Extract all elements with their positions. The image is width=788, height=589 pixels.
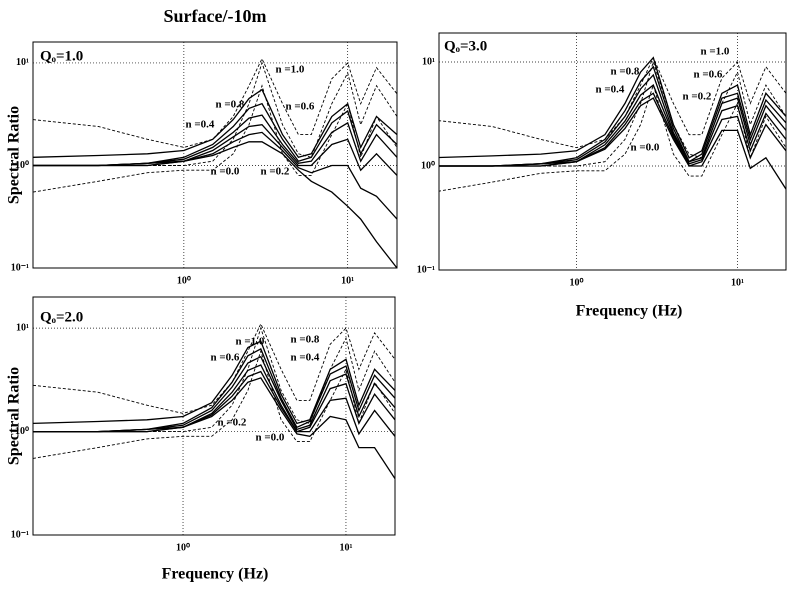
curve-label: n =0.6 <box>694 69 723 81</box>
observed-line <box>33 326 395 433</box>
y-axis-label: Spectral Ratio <box>6 367 23 465</box>
model-line <box>439 84 786 167</box>
model-line <box>33 88 397 159</box>
curve-label: n =1.0 <box>276 64 305 76</box>
model-line <box>439 56 786 159</box>
plot-frame <box>32 296 396 536</box>
x-tick-label: 10¹ <box>339 542 352 553</box>
observed-line <box>33 322 395 414</box>
y-tick-label: 10⁻¹ <box>417 264 435 275</box>
curve-label: n =0.8 <box>216 99 245 111</box>
panel-title: Qₒ=1.0 <box>40 48 83 64</box>
model-line <box>439 92 786 167</box>
curve-label: n =0.6 <box>211 352 240 364</box>
curve-label: n =0.0 <box>211 166 240 178</box>
y-tick-label: 10¹ <box>16 322 29 333</box>
curve-label: n =0.6 <box>286 101 315 113</box>
y-axis-label: Spectral Ratio <box>6 106 23 204</box>
x-tick-label: 10⁰ <box>569 277 583 288</box>
y-tick-label: 10⁰ <box>15 160 29 171</box>
curve-label: n =0.2 <box>261 166 290 178</box>
y-tick-label: 10⁰ <box>15 426 29 437</box>
panel-title: Qₒ=3.0 <box>444 38 487 54</box>
model-line <box>439 97 786 190</box>
x-axis-label: Frequency (Hz) <box>576 303 683 320</box>
model-line <box>33 141 397 268</box>
curve-label: n =1.0 <box>236 336 265 348</box>
observed-line <box>33 57 397 148</box>
curve-label: n =0.2 <box>218 417 247 429</box>
curve-label: n =0.0 <box>631 142 660 154</box>
y-tick-label: 10¹ <box>16 57 29 68</box>
model-line <box>33 364 395 433</box>
curve-label: n =0.4 <box>596 84 625 96</box>
x-tick-label: 10¹ <box>731 277 744 288</box>
y-tick-label: 10⁻¹ <box>11 262 29 273</box>
plot-frame <box>32 41 398 269</box>
model-line <box>33 377 395 480</box>
curve-label: n =0.8 <box>611 66 640 78</box>
curve-label: n =0.4 <box>291 352 320 364</box>
figure-title: Surface/-10m <box>164 6 267 26</box>
model-line <box>33 102 397 167</box>
curve-label: n =0.0 <box>256 432 285 444</box>
curve-label: n =1.0 <box>701 46 730 58</box>
y-tick-label: 10⁻¹ <box>11 529 29 540</box>
x-tick-label: 10⁰ <box>177 275 191 286</box>
curve-label: n =0.8 <box>291 334 320 346</box>
x-tick-label: 10¹ <box>341 275 354 286</box>
curve-label: n =0.4 <box>186 119 215 131</box>
model-line <box>33 355 395 433</box>
x-axis-label: Frequency (Hz) <box>162 566 269 583</box>
model-line <box>33 114 397 167</box>
model-line <box>439 73 786 167</box>
model-line <box>439 65 786 167</box>
curve-label: n =0.2 <box>683 91 712 103</box>
panel-title: Qₒ=2.0 <box>40 309 83 325</box>
observed-line <box>33 61 397 166</box>
model-line <box>33 340 395 425</box>
y-tick-label: 10⁰ <box>421 160 435 171</box>
x-tick-label: 10⁰ <box>176 542 190 553</box>
model-line <box>33 347 395 433</box>
y-tick-label: 10¹ <box>422 56 435 67</box>
plot-frame <box>438 32 787 271</box>
model-line <box>33 124 397 176</box>
observed-line <box>439 56 786 149</box>
